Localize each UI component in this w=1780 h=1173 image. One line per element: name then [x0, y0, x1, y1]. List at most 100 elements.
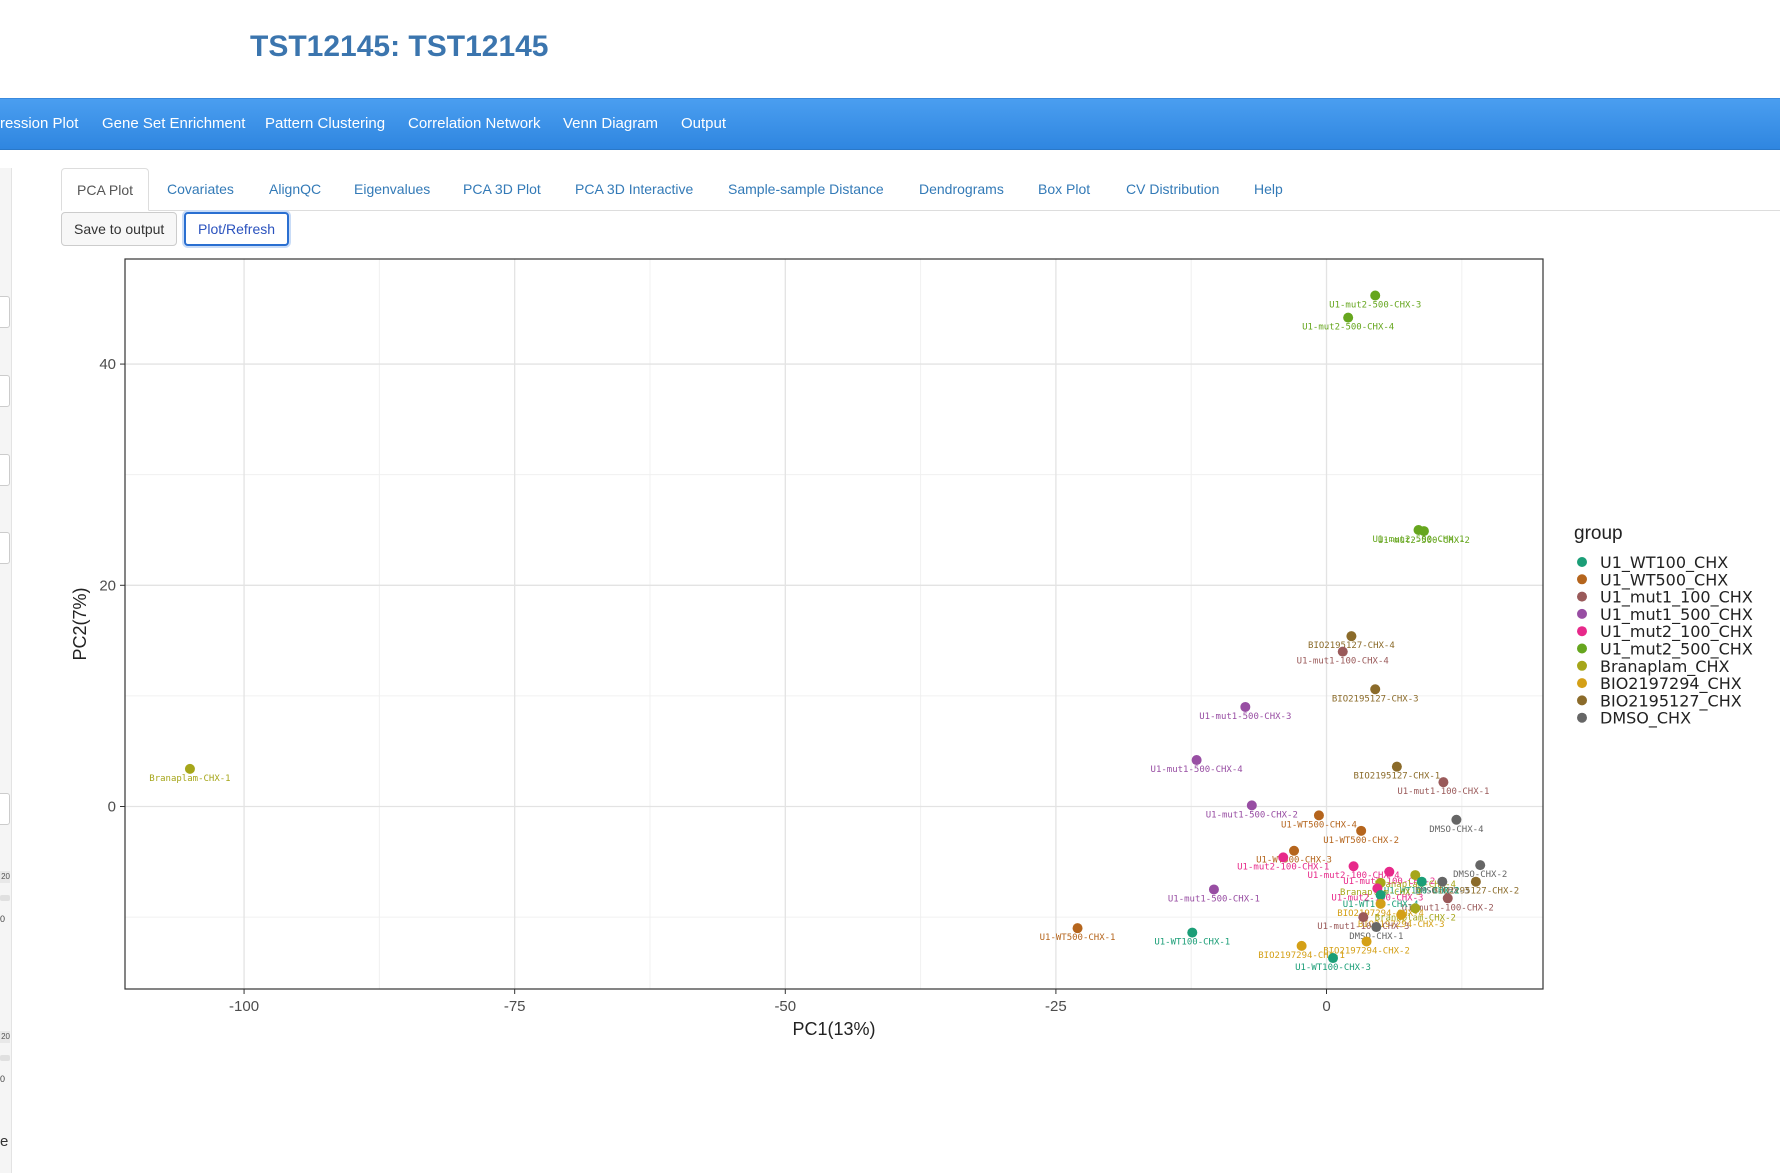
legend-key — [1577, 678, 1587, 689]
data-point[interactable] — [1375, 898, 1386, 909]
data-point[interactable] — [1384, 866, 1395, 877]
data-point[interactable] — [1191, 755, 1202, 766]
point-label: BIO2197294-CHX-1 — [1258, 951, 1345, 961]
data-point[interactable] — [184, 763, 195, 774]
data-point[interactable] — [1313, 810, 1324, 821]
plot-refresh-button[interactable]: Plot/Refresh — [184, 212, 290, 246]
slider-tick: 0 — [0, 914, 6, 924]
point-label: DMSO-CHX-4 — [1429, 825, 1483, 835]
tab-eigenvalues[interactable]: Eigenvalues — [354, 181, 431, 197]
point-label: U1-WT100-CHX-2 — [1384, 887, 1460, 897]
plot-panel — [125, 259, 1543, 989]
data-point[interactable] — [1451, 814, 1462, 825]
legend-label: U1_mut2_100_CHX — [1600, 622, 1753, 642]
point-label: Branaplam-CHX-4 — [1375, 880, 1456, 890]
point-label: U1-mut2-500-CHX-1 — [1372, 535, 1464, 545]
data-point[interactable] — [1337, 646, 1348, 657]
data-point[interactable] — [1418, 526, 1429, 537]
data-point[interactable] — [1187, 927, 1198, 938]
slider-value-badge: 20 — [0, 871, 10, 883]
tab-help[interactable]: Help — [1254, 181, 1283, 197]
data-point[interactable] — [1348, 861, 1359, 872]
data-point[interactable] — [1410, 903, 1421, 914]
data-point[interactable] — [1375, 889, 1386, 900]
legend-key — [1577, 695, 1587, 706]
point-label: U1-WT500-CHX-2 — [1323, 836, 1399, 846]
nav-output[interactable]: Output — [681, 115, 727, 132]
nav-expression-plot[interactable]: ression Plot — [0, 115, 79, 132]
data-point[interactable] — [1278, 852, 1289, 863]
data-point[interactable] — [1361, 936, 1372, 947]
sidebar-input-4[interactable] — [0, 532, 10, 564]
point-label: DMSO-CHX-2 — [1453, 870, 1507, 880]
slider-track[interactable] — [0, 895, 10, 901]
data-point[interactable] — [1416, 876, 1427, 887]
nav-pattern-clustering[interactable]: Pattern Clustering — [265, 115, 386, 132]
data-point[interactable] — [1208, 884, 1219, 895]
data-point[interactable] — [1370, 684, 1381, 695]
data-point[interactable] — [1475, 860, 1486, 871]
point-label: U1-WT100-CHX-1 — [1154, 938, 1230, 948]
point-label: DMSO-CHX-1 — [1349, 932, 1403, 942]
point-label: Branaplam-CHX-1 — [149, 774, 230, 784]
tab-pca-3d-interactive[interactable]: PCA 3D Interactive — [575, 181, 694, 197]
data-point[interactable] — [1371, 922, 1382, 933]
data-point[interactable] — [1346, 631, 1357, 642]
data-point[interactable] — [1240, 701, 1251, 712]
navbar: ression Plot Gene Set Enrichment Pattern… — [0, 98, 1780, 150]
nav-gene-set-enrichment[interactable]: Gene Set Enrichment — [102, 115, 246, 132]
data-point[interactable] — [1289, 845, 1300, 856]
tab-pca-3d-plot[interactable]: PCA 3D Plot — [463, 181, 541, 197]
data-point[interactable] — [1437, 876, 1448, 887]
point-label: BIO2195127-CHX-4 — [1308, 641, 1395, 651]
data-point[interactable] — [1072, 923, 1083, 934]
tab-dendrograms[interactable]: Dendrograms — [919, 181, 1004, 197]
point-label: BIO2195127-CHX-1 — [1354, 772, 1441, 782]
legend-label: DMSO_CHX — [1600, 709, 1691, 729]
point-label: U1-mut2-500-CHX-3 — [1329, 301, 1421, 311]
data-point[interactable] — [1391, 761, 1402, 772]
legend-title: group — [1574, 523, 1623, 544]
point-label: U1-mut1-100-CHX-4 — [1297, 657, 1389, 667]
point-label: BIO2197294-CHX-3 — [1358, 920, 1445, 930]
save-to-output-button[interactable]: Save to output — [61, 212, 178, 246]
data-point[interactable] — [1370, 290, 1381, 301]
legend-key — [1577, 660, 1587, 671]
tab-alignqc[interactable]: AlignQC — [269, 181, 322, 197]
point-label: U1-mut2-500-CHX-2 — [1378, 536, 1470, 546]
nav-correlation-network[interactable]: Correlation Network — [408, 115, 541, 132]
x-axis-title: PC1(13%) — [792, 1019, 875, 1039]
data-point[interactable] — [1438, 777, 1449, 788]
data-point[interactable] — [1296, 940, 1307, 951]
nav-venn-diagram[interactable]: Venn Diagram — [563, 115, 659, 132]
tab-box-plot[interactable]: Box Plot — [1038, 181, 1091, 197]
data-point[interactable] — [1358, 912, 1369, 923]
legend-label: U1_WT500_CHX — [1600, 570, 1728, 590]
data-point[interactable] — [1470, 876, 1481, 887]
legend-label: BIO2197294_CHX — [1600, 674, 1742, 694]
data-point[interactable] — [1328, 953, 1339, 964]
point-label: U1-mut2-500-CHX-4 — [1302, 323, 1394, 333]
legend-key — [1577, 712, 1587, 723]
legend-label: Branaplam_CHX — [1600, 657, 1730, 677]
sidebar-input-2[interactable] — [0, 375, 10, 407]
sidebar-input-5[interactable] — [0, 793, 10, 825]
tab-sample-sample-distance[interactable]: Sample-sample Distance — [728, 181, 884, 197]
data-point[interactable] — [1442, 893, 1453, 904]
data-point[interactable] — [1246, 800, 1257, 811]
point-label: BIO2197294-CHX-2 — [1323, 946, 1410, 956]
sidebar-input-1[interactable] — [0, 296, 10, 328]
y-tick-label: 20 — [99, 577, 116, 594]
tab-pca-plot[interactable]: PCA Plot — [61, 168, 150, 211]
slider-track[interactable] — [0, 1055, 10, 1061]
tab-covariates[interactable]: Covariates — [167, 181, 234, 197]
tab-cv-distribution[interactable]: CV Distribution — [1126, 181, 1220, 197]
sidebar-input-3[interactable] — [0, 454, 10, 486]
data-point[interactable] — [1410, 870, 1421, 881]
data-point[interactable] — [1356, 825, 1367, 836]
x-tick-label: -75 — [504, 998, 526, 1015]
x-tick-label: -50 — [774, 998, 796, 1015]
data-point[interactable] — [1343, 312, 1354, 323]
page-title: TST12145: TST12145 — [250, 30, 549, 63]
data-point[interactable] — [1396, 909, 1407, 920]
